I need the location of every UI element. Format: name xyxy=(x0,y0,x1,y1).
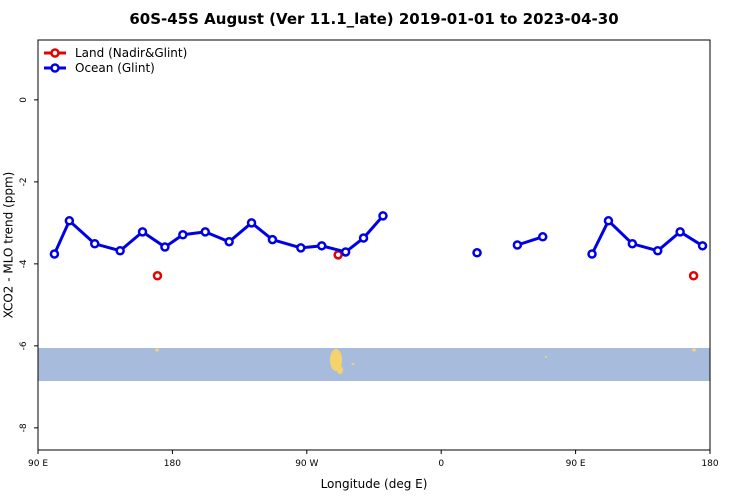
land-patch xyxy=(337,366,343,374)
data-point xyxy=(200,227,211,237)
data-point xyxy=(115,245,125,256)
data-point xyxy=(137,227,148,237)
data-point xyxy=(296,243,306,253)
x-tick-label: 90 E xyxy=(566,459,586,469)
data-point xyxy=(49,249,60,259)
y-tick-label: 0 xyxy=(19,97,29,103)
legend-label: Land (Nadir&Glint) xyxy=(75,46,187,60)
legend-label: Ocean (Glint) xyxy=(75,61,155,75)
land-patch xyxy=(155,348,159,352)
data-point xyxy=(675,227,685,237)
data-point xyxy=(472,248,482,258)
x-axis-label: Longitude (deg E) xyxy=(321,477,428,491)
data-point xyxy=(316,241,327,251)
land-patch xyxy=(330,349,342,371)
data-point xyxy=(267,234,278,245)
y-tick-label: -2 xyxy=(19,177,29,186)
x-tick-label: 180 xyxy=(164,459,181,469)
data-point xyxy=(224,236,234,247)
data-point xyxy=(587,249,597,259)
x-tick-label: 0 xyxy=(438,459,444,469)
data-point xyxy=(333,250,343,260)
land-patch xyxy=(351,363,355,365)
x-tick-label: 180 xyxy=(701,459,718,469)
legend-marker xyxy=(50,48,60,58)
y-tick-label: -6 xyxy=(19,341,29,350)
y-tick-label: -4 xyxy=(19,259,29,268)
legend-marker xyxy=(50,63,60,73)
data-point xyxy=(64,216,75,226)
data-point xyxy=(160,242,170,252)
chart-title: 60S-45S August (Ver 11.1_late) 2019-01-0… xyxy=(129,10,618,28)
data-point xyxy=(378,211,388,221)
y-axis-label: XCO2 - MLO trend (ppm) xyxy=(2,172,16,319)
data-point xyxy=(537,232,548,242)
y-tick-label: -8 xyxy=(19,423,29,432)
data-point xyxy=(512,240,523,250)
data-point xyxy=(358,233,369,243)
data-point xyxy=(688,271,699,281)
land-patch xyxy=(692,348,696,352)
data-point xyxy=(603,216,614,226)
ocean-band xyxy=(38,348,710,381)
data-point xyxy=(152,271,163,281)
data-point xyxy=(697,241,708,251)
data-point xyxy=(627,239,638,249)
plot-frame xyxy=(37,39,711,451)
data-point xyxy=(178,230,188,240)
x-tick-label: 90 E xyxy=(28,459,48,469)
data-point xyxy=(89,239,100,249)
data-point xyxy=(340,247,351,257)
map-background xyxy=(38,348,710,381)
land-patch xyxy=(545,356,547,358)
x-tick-label: 90 W xyxy=(295,459,318,469)
data-point xyxy=(652,245,663,256)
data-point xyxy=(246,218,257,228)
